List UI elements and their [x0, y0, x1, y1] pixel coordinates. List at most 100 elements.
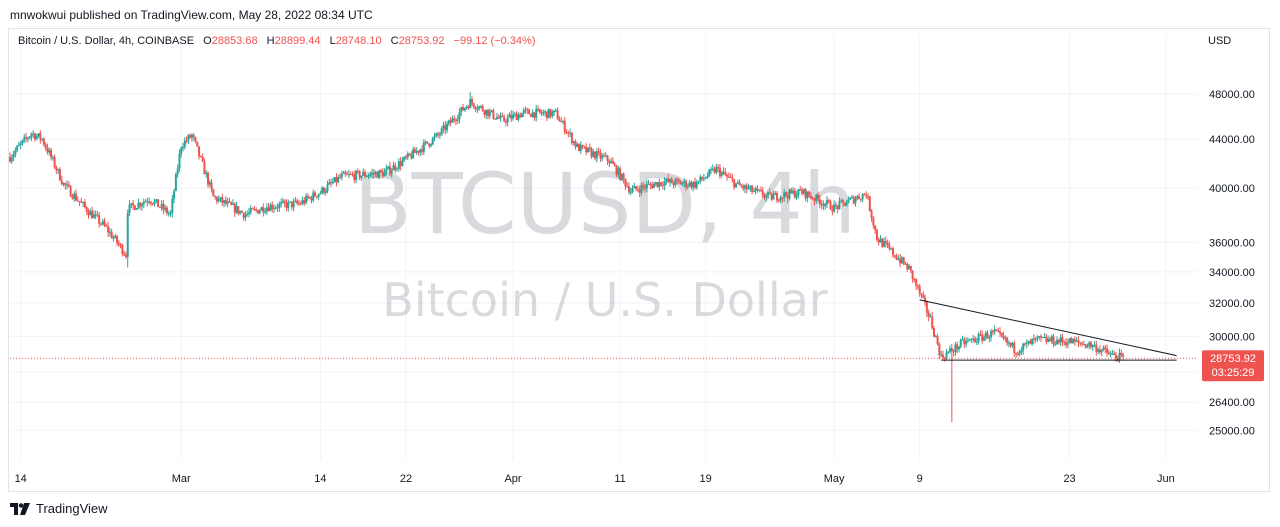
candle-body [303, 199, 306, 204]
candle-body [58, 169, 61, 181]
legend-symbol: Bitcoin / U.S. Dollar, 4h, COINBASE [18, 35, 195, 47]
candle-body [123, 254, 126, 256]
trendline [919, 299, 1177, 357]
candle-body [1050, 336, 1053, 342]
candle-body [676, 179, 679, 181]
candle-body [660, 182, 663, 185]
candle-body [438, 134, 441, 136]
candle-body [952, 351, 955, 353]
candle-body [658, 182, 661, 187]
candle-body [239, 211, 242, 214]
candle-body [615, 165, 618, 175]
x-tick-label: 22 [400, 473, 412, 485]
candle-body [977, 334, 980, 342]
candle-body [471, 98, 473, 104]
candle-body [387, 166, 390, 169]
candle-body [326, 184, 329, 191]
candle-body [997, 330, 1000, 332]
candle-body [280, 202, 283, 204]
candle-body [1047, 338, 1050, 342]
candle-body [704, 177, 707, 179]
candle-body [701, 176, 704, 180]
candle-body [365, 176, 368, 178]
candle-body [317, 194, 320, 198]
candle-body [717, 166, 720, 168]
candle-body [447, 120, 450, 124]
candle-body [667, 178, 670, 183]
candle-body [376, 172, 379, 178]
candle-body [747, 188, 750, 190]
candle-body [174, 174, 177, 191]
legend-high-label: H [266, 35, 275, 47]
candle-body [665, 178, 668, 182]
candle-body [510, 114, 513, 119]
candle-body [453, 118, 456, 121]
footer[interactable]: TradingView [10, 501, 108, 516]
candle-body [328, 182, 331, 185]
candle-body [162, 203, 165, 210]
candle-body [107, 226, 110, 233]
candle-body [561, 120, 564, 122]
candle-body [57, 169, 60, 171]
candle-body [941, 354, 944, 358]
candle-body [908, 265, 911, 270]
candle-body [608, 160, 611, 164]
candle-body [1068, 338, 1071, 343]
candle-body [1048, 338, 1051, 342]
candle-body [542, 112, 545, 114]
candle-body [874, 225, 877, 230]
candle-body [444, 125, 447, 131]
candle-body [301, 199, 304, 204]
candle-body [856, 196, 859, 200]
candle-body [267, 207, 270, 211]
watermark-layer: BTCUSD, 4h Bitcoin / U.S. Dollar [354, 155, 856, 327]
candle-body [64, 183, 67, 186]
candle-body [553, 110, 556, 113]
y-tick-label: 40000.00 [1209, 183, 1255, 195]
candle-body [105, 225, 108, 227]
candle-body [936, 336, 939, 345]
candle-body [788, 189, 791, 199]
candle-body [999, 331, 1001, 333]
candle-body [1045, 336, 1048, 342]
candle-body [249, 208, 252, 213]
candle-body [763, 195, 766, 198]
candle-body [87, 212, 90, 216]
candle-body [137, 202, 140, 209]
candle-body [563, 120, 566, 132]
candle-body [858, 196, 861, 199]
candle-body [850, 196, 853, 198]
candle-body [462, 107, 465, 111]
candle-body [465, 106, 468, 109]
candle-body [390, 170, 393, 174]
candle-body [396, 168, 399, 170]
candle-body [731, 177, 734, 180]
candle-body [779, 197, 782, 201]
candle-body [196, 141, 199, 147]
candle-body [369, 174, 372, 176]
candle-body [622, 173, 625, 180]
candle-body [576, 144, 579, 147]
candle-body [25, 137, 28, 139]
candle-body [515, 113, 518, 120]
candle-body [297, 203, 300, 205]
watermark-symbol: BTCUSD, 4h [354, 155, 856, 253]
candle-body [76, 200, 79, 202]
candle-body [945, 352, 948, 359]
candle-body [210, 182, 213, 190]
candle-body [825, 200, 828, 205]
candle-body [654, 182, 657, 184]
candle-body [758, 189, 761, 191]
candle-body [69, 186, 72, 197]
candle-body [324, 190, 327, 193]
candle-body [765, 195, 768, 198]
candle-body [233, 203, 236, 213]
candle-body [767, 192, 770, 196]
candle-body [1000, 332, 1003, 336]
candle-body [265, 207, 268, 212]
candle-body [922, 295, 925, 298]
candle-body [487, 109, 490, 116]
candle-body [99, 223, 102, 225]
y-tick-label: 32000.00 [1209, 298, 1255, 310]
